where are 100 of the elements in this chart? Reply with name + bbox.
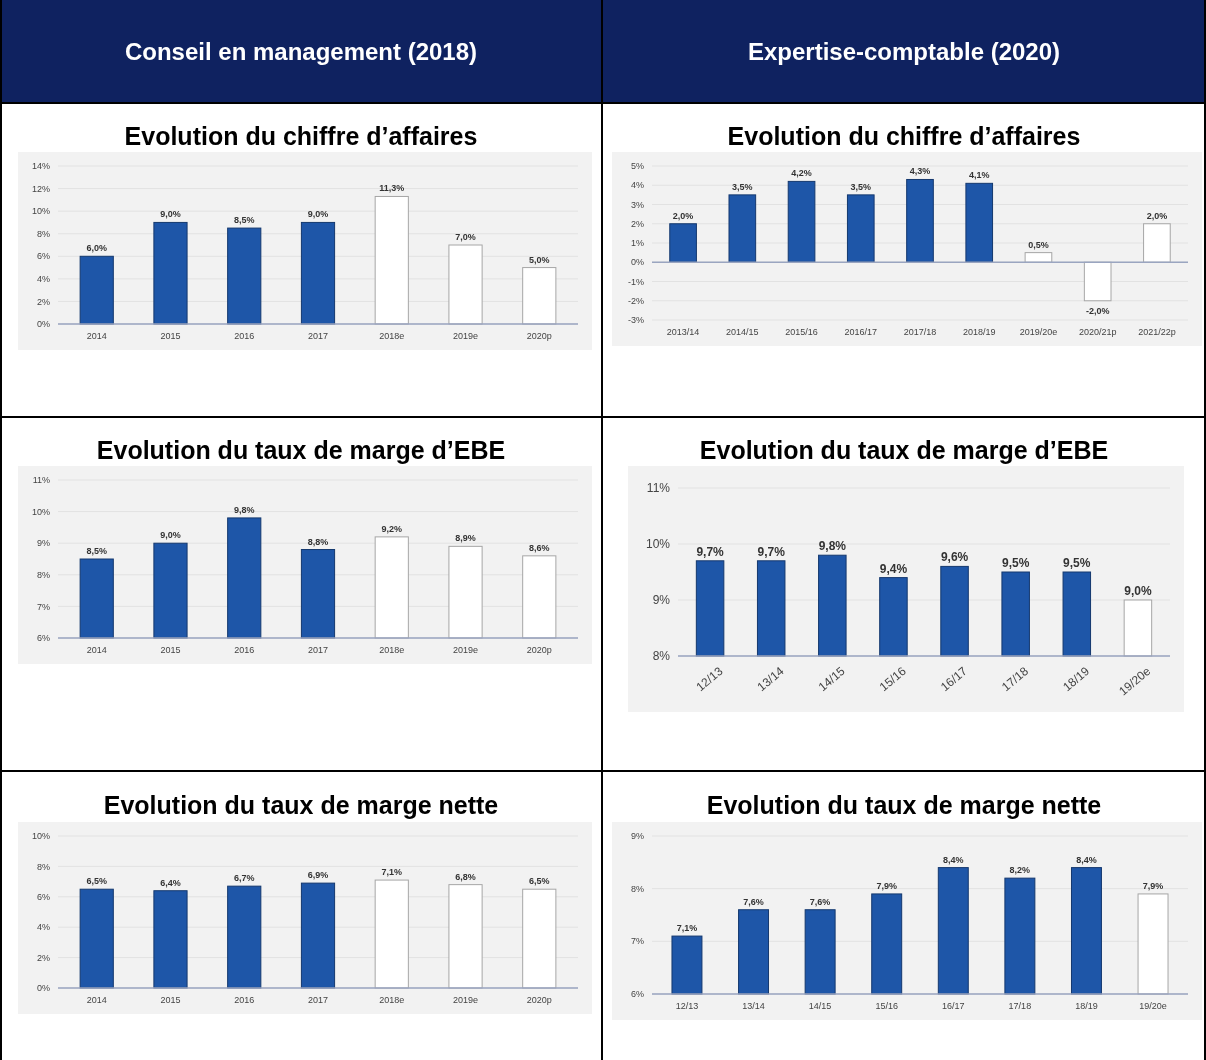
y-tick-label: 10% — [31, 206, 50, 217]
bar — [448, 884, 483, 989]
y-tick-label: 10% — [31, 831, 50, 842]
data-label: 4,2% — [791, 168, 812, 179]
y-tick-label: 6% — [36, 633, 50, 644]
bar — [300, 882, 336, 989]
bar — [965, 182, 994, 263]
bar — [79, 888, 114, 989]
data-label: 6,4% — [160, 877, 181, 888]
bar — [79, 255, 114, 325]
y-tick-label: 3% — [630, 199, 644, 210]
data-label: 3,5% — [850, 181, 872, 192]
bar — [846, 194, 875, 263]
y-tick-label: 1% — [630, 238, 644, 249]
chart-title: Evolution du chiffre d’affaires — [124, 121, 478, 150]
y-tick-label: 7% — [36, 601, 50, 612]
data-label: 6,5% — [86, 876, 107, 887]
x-tick-label: 2014 — [86, 331, 107, 341]
bar — [787, 180, 816, 263]
data-label: 7,6% — [743, 896, 764, 907]
data-label: 9,0% — [160, 530, 181, 541]
x-tick-label: 2016 — [234, 995, 255, 1005]
data-label: 4,3% — [909, 166, 931, 177]
x-tick-label: 2018/19 — [962, 327, 996, 337]
data-label: 8,4% — [943, 854, 964, 865]
data-label: 0,5% — [1028, 239, 1049, 250]
x-tick-label: 2019/20e — [1019, 327, 1058, 337]
data-label: 8,5% — [86, 546, 107, 556]
y-tick-label: 4% — [36, 922, 50, 933]
x-tick-label: 12/13 — [675, 1001, 699, 1011]
chart-title: Evolution du taux de marge nette — [103, 790, 499, 819]
x-tick-label: 17/18 — [1008, 1001, 1032, 1011]
x-tick-label: 2020p — [526, 331, 552, 341]
x-tick-label: 14/15 — [808, 1001, 832, 1011]
y-tick-label: 0% — [36, 319, 50, 330]
data-label: 9,0% — [160, 209, 181, 220]
chart-title: Evolution du taux de marge nette — [706, 790, 1102, 819]
y-tick-label: 0% — [36, 983, 50, 994]
bar — [300, 221, 336, 325]
chart-title: Evolution du chiffre d’affaires — [727, 121, 1081, 150]
y-tick-label: 14% — [31, 161, 50, 172]
data-label: -2,0% — [1085, 305, 1110, 316]
y-tick-label: 10% — [31, 506, 50, 517]
chart-title: Evolution du taux de marge d’EBE — [96, 435, 506, 464]
bar — [448, 244, 483, 325]
data-label: 9,8% — [233, 504, 255, 515]
y-tick-label: 8% — [36, 861, 50, 872]
x-tick-label: 2017 — [307, 645, 329, 655]
data-label: 9,7% — [696, 544, 725, 559]
y-tick-label: -2% — [627, 295, 644, 306]
y-tick-label: -1% — [627, 276, 644, 287]
bar — [906, 178, 934, 263]
data-label: 9,0% — [1124, 584, 1152, 598]
chart-title: Evolution du taux de marge d’EBE — [699, 435, 1109, 464]
y-tick-label: 9% — [630, 831, 644, 842]
bar — [374, 195, 409, 325]
x-tick-label: 13/14 — [742, 1001, 765, 1011]
y-tick-label: 12% — [31, 183, 50, 194]
data-label: 6,7% — [233, 873, 255, 884]
data-label: 9,7% — [757, 544, 786, 559]
x-tick-label: 2020/21p — [1078, 327, 1117, 337]
x-tick-label: 2015 — [160, 645, 181, 655]
data-label: 7,9% — [1142, 880, 1164, 891]
data-label: 8,5% — [233, 215, 255, 226]
bar — [153, 890, 188, 989]
bar — [153, 221, 188, 325]
bar — [374, 879, 409, 989]
data-label: 7,6% — [809, 896, 831, 907]
data-label: 8,9% — [455, 533, 476, 544]
chart-subtitle: Expertise-comptable (2020) — [747, 37, 1061, 65]
data-label: 8,6% — [529, 542, 550, 553]
x-tick-label: 2014/15 — [726, 327, 759, 337]
x-tick-label: 2014 — [86, 645, 107, 655]
data-label: 9,2% — [381, 523, 403, 534]
data-label: 3,5% — [732, 181, 753, 192]
y-tick-label: 9% — [652, 593, 671, 608]
data-label: 6,9% — [307, 870, 329, 881]
data-label: 8,4% — [1076, 854, 1097, 865]
data-label: 4,1% — [968, 170, 990, 181]
x-tick-label: 2017 — [307, 995, 329, 1005]
data-label: 7,1% — [381, 867, 403, 878]
data-label: 2,0% — [1146, 210, 1168, 221]
data-label: 8,2% — [1009, 865, 1031, 876]
data-label: 5,0% — [529, 254, 550, 265]
x-tick-label: 2020p — [526, 995, 552, 1005]
x-tick-label: 18/19 — [1075, 1001, 1098, 1011]
y-tick-label: 6% — [36, 251, 50, 262]
y-tick-label: 8% — [36, 228, 50, 239]
x-tick-label: 2016 — [234, 331, 255, 341]
data-label: 9,0% — [307, 209, 329, 220]
data-label: 9,4% — [879, 561, 908, 576]
y-tick-label: 4% — [36, 274, 50, 285]
bar — [1143, 223, 1171, 263]
x-tick-label: 2016/17 — [844, 327, 878, 337]
data-label: 7,9% — [876, 880, 897, 891]
x-tick-label: 16/17 — [942, 1001, 965, 1011]
data-label: 6,8% — [455, 871, 476, 882]
bar — [522, 267, 557, 325]
x-tick-label: 2019e — [453, 645, 479, 655]
y-tick-label: 11% — [32, 475, 50, 486]
